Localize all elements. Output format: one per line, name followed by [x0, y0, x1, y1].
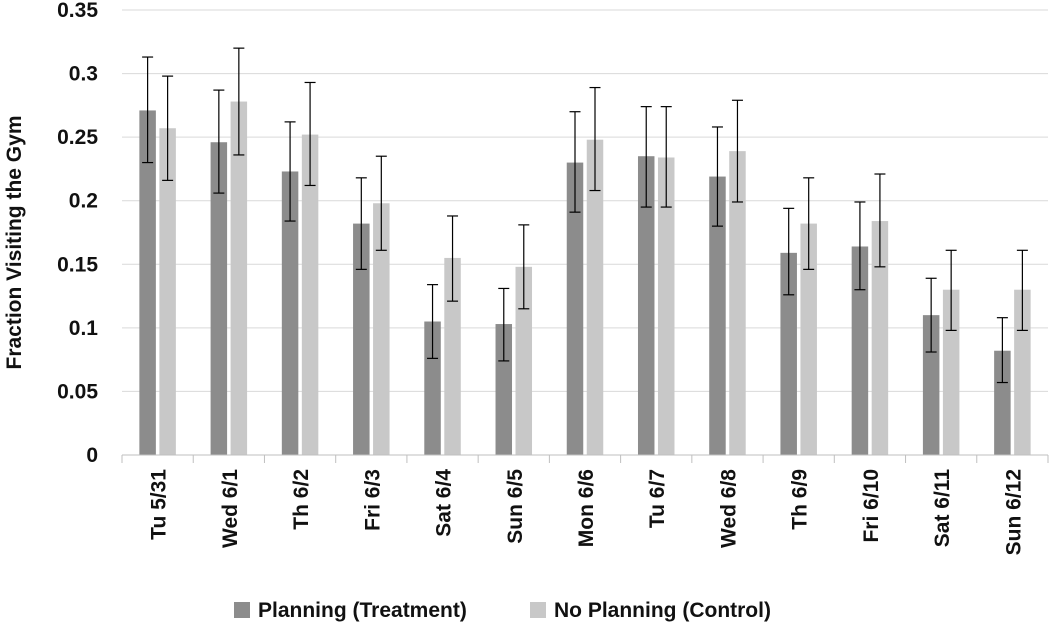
legend-swatch	[234, 602, 250, 618]
bar-no-planning	[729, 151, 746, 455]
x-category-label: Tu 6/7	[646, 469, 669, 528]
bar-no-planning	[301, 134, 319, 455]
error-bar	[304, 81, 316, 187]
error-bar	[518, 224, 530, 310]
bar-planning	[210, 142, 228, 455]
x-category-label: Sun 6/5	[504, 469, 527, 544]
bar-no-planning	[942, 289, 960, 455]
x-category-label: Sat 6/11	[931, 469, 954, 548]
bar-planning	[994, 350, 1011, 455]
bar-no-planning	[657, 157, 675, 455]
y-tick-label: 0.25	[57, 126, 98, 149]
x-category-label: Fri 6/10	[860, 469, 883, 543]
x-category-label: Fri 6/3	[361, 469, 384, 531]
error-bar	[213, 89, 225, 194]
bar-no-planning	[230, 101, 248, 456]
bar-no-planning	[444, 257, 461, 455]
legend: Planning (Treatment) No Planning (Control…	[234, 599, 771, 622]
legend-item-planning: Planning (Treatment)	[234, 599, 467, 622]
legend-swatch	[530, 602, 546, 618]
error-bar	[284, 121, 296, 222]
error-bar	[711, 126, 723, 227]
bar-planning	[495, 324, 513, 455]
bar-no-planning	[515, 266, 533, 455]
error-bar	[427, 284, 439, 359]
error-bar	[803, 177, 815, 270]
legend-label: Planning (Treatment)	[258, 599, 467, 622]
error-bar	[874, 173, 886, 268]
error-bars	[142, 47, 1028, 384]
error-bar	[162, 75, 174, 181]
error-bar	[783, 207, 795, 296]
error-bar	[589, 86, 601, 192]
y-tick-label: 0.35	[57, 0, 98, 22]
y-tick-label: 0.1	[69, 317, 99, 340]
bar-planning	[851, 246, 869, 455]
bar-no-planning	[800, 223, 817, 455]
x-category-label: Th 6/9	[789, 469, 812, 530]
y-tick-label: 0.3	[69, 63, 98, 86]
bar-no-planning	[1014, 289, 1031, 455]
bar-no-planning	[373, 203, 390, 455]
error-bar	[355, 177, 367, 270]
axes: 0 0.05 0.1 0.15 0.2 0.25 0.3 0.35 Fraction Visit…	[3, 0, 1049, 555]
x-category-label: Wed 6/1	[219, 469, 242, 548]
error-bar	[996, 317, 1008, 384]
bar-planning	[566, 162, 584, 456]
bar-planning	[139, 110, 156, 455]
error-bar	[569, 111, 581, 213]
bar-planning	[780, 252, 797, 455]
y-tick-label: 0.05	[57, 380, 98, 403]
error-bar	[142, 56, 154, 164]
x-category-label: Th 6/2	[290, 469, 313, 530]
y-axis-title: Fraction Visiting the Gym	[3, 116, 26, 370]
y-tick-label: 0.2	[69, 190, 98, 213]
bar-no-planning	[586, 139, 604, 455]
error-bar	[925, 277, 937, 353]
bar-planning	[281, 171, 299, 455]
x-category-label: Wed 6/8	[717, 469, 740, 548]
x-category-label: Mon 6/6	[575, 469, 598, 547]
bar-planning	[922, 315, 940, 455]
error-bar	[945, 249, 957, 331]
gridlines	[122, 9, 1048, 392]
y-tick-label: 0.15	[57, 253, 98, 276]
error-bar	[233, 47, 245, 156]
error-bar	[660, 106, 672, 208]
error-bar	[854, 201, 866, 291]
bar-planning	[424, 321, 441, 455]
bar-no-planning	[871, 221, 889, 455]
bars	[139, 101, 1031, 456]
bar-planning	[637, 156, 655, 455]
x-category-label: Sat 6/4	[433, 469, 456, 537]
error-bar	[1016, 249, 1028, 331]
y-tick-label: 0	[86, 444, 98, 467]
bar-planning	[709, 176, 726, 456]
error-bar	[640, 106, 652, 208]
bar-planning	[353, 223, 370, 455]
error-bar	[498, 287, 510, 362]
bar-no-planning	[159, 128, 176, 455]
error-bar	[731, 99, 743, 203]
x-category-label: Tu 5/31	[148, 469, 171, 540]
legend-label: No Planning (Control)	[554, 599, 771, 622]
legend-item-no-planning: No Planning (Control)	[530, 599, 771, 622]
x-category-label: Sun 6/12	[1002, 469, 1025, 555]
error-bar	[375, 155, 387, 251]
error-bar	[447, 215, 459, 302]
